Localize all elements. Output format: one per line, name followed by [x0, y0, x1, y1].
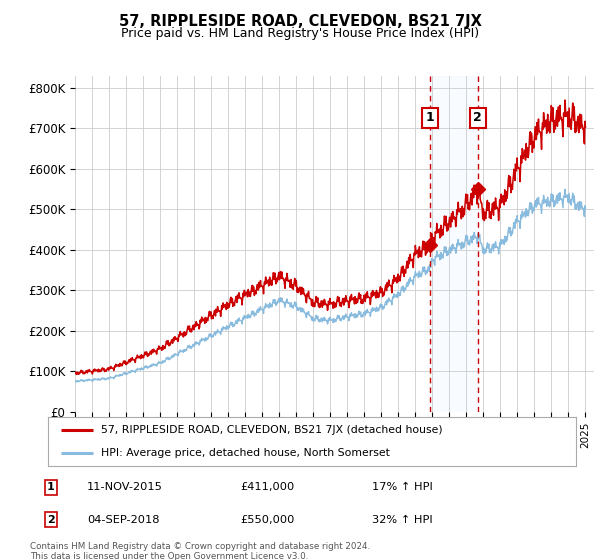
Text: 2: 2	[473, 111, 482, 124]
Text: 17% ↑ HPI: 17% ↑ HPI	[372, 482, 433, 492]
Text: 1: 1	[47, 482, 55, 492]
Text: 57, RIPPLESIDE ROAD, CLEVEDON, BS21 7JX (detached house): 57, RIPPLESIDE ROAD, CLEVEDON, BS21 7JX …	[101, 426, 442, 436]
Text: 32% ↑ HPI: 32% ↑ HPI	[372, 515, 433, 525]
Bar	[430, 76, 478, 412]
Text: £411,000: £411,000	[240, 482, 294, 492]
Text: Contains HM Land Registry data © Crown copyright and database right 2024.
This d: Contains HM Land Registry data © Crown c…	[30, 542, 370, 560]
Text: 57, RIPPLESIDE ROAD, CLEVEDON, BS21 7JX: 57, RIPPLESIDE ROAD, CLEVEDON, BS21 7JX	[119, 14, 481, 29]
Text: 1: 1	[426, 111, 434, 124]
Text: 11-NOV-2015: 11-NOV-2015	[87, 482, 163, 492]
Text: HPI: Average price, detached house, North Somerset: HPI: Average price, detached house, Nort…	[101, 448, 389, 458]
Text: 2: 2	[47, 515, 55, 525]
Text: Price paid vs. HM Land Registry's House Price Index (HPI): Price paid vs. HM Land Registry's House …	[121, 27, 479, 40]
Text: £550,000: £550,000	[240, 515, 295, 525]
Text: 04-SEP-2018: 04-SEP-2018	[87, 515, 160, 525]
